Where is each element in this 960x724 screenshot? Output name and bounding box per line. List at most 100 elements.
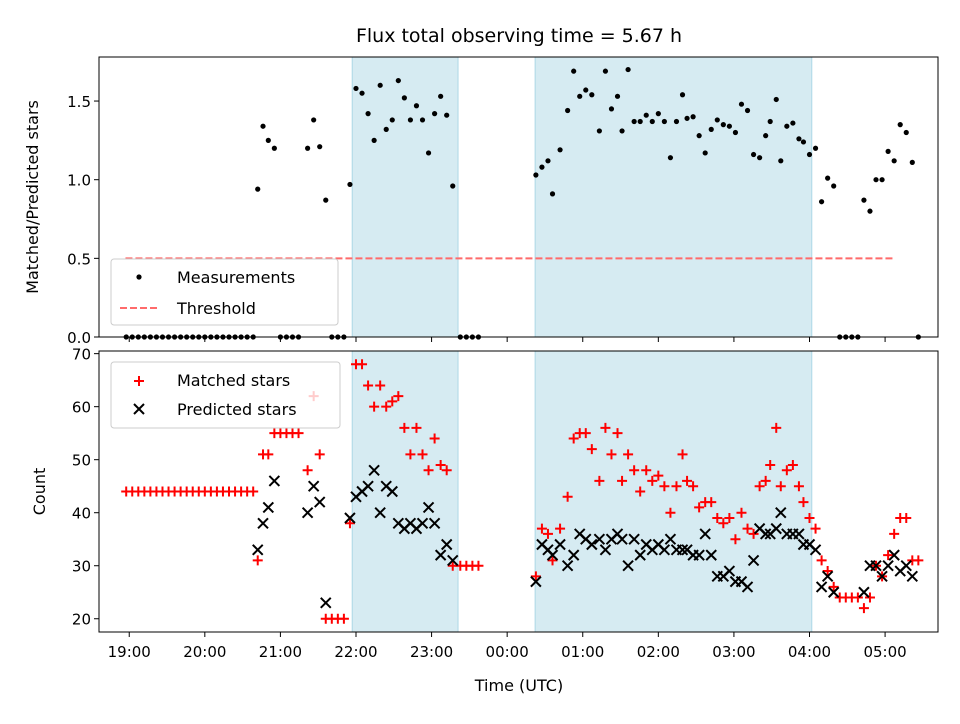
measurement-point xyxy=(432,111,438,117)
measurement-point xyxy=(812,145,819,151)
measurement-point xyxy=(818,199,825,205)
legend-box xyxy=(110,361,341,429)
matched-point xyxy=(712,513,723,524)
measurement-point xyxy=(305,145,311,151)
matched-point xyxy=(748,528,759,539)
predicted-point xyxy=(900,560,912,572)
measurement-point xyxy=(602,68,609,74)
measurement-point xyxy=(577,93,583,99)
measurement-point xyxy=(533,172,539,178)
predicted-point xyxy=(368,464,380,476)
matched-point xyxy=(706,497,717,508)
measurement-point xyxy=(649,118,655,125)
predicted-point xyxy=(815,581,828,593)
matched-point xyxy=(804,513,815,524)
measurement-point xyxy=(773,96,779,103)
matched-point xyxy=(864,592,875,603)
predicted-point xyxy=(622,560,634,572)
predicted-point xyxy=(362,480,374,492)
matched-point xyxy=(293,428,304,439)
measurement-point xyxy=(661,118,667,125)
matched-point xyxy=(248,486,259,497)
legend: Matched stars Predicted stars xyxy=(110,361,341,429)
matched-point xyxy=(659,481,670,492)
x-tick-label: 05:00 xyxy=(863,643,906,661)
matched-point xyxy=(473,560,484,571)
x-tick-label: 19:00 xyxy=(108,643,151,661)
measurement-point xyxy=(800,139,807,145)
x-axis-label: Time (UTC) xyxy=(474,676,563,695)
matched-point xyxy=(530,571,541,582)
x-tick-label: 04:00 xyxy=(788,643,831,661)
measurement-point xyxy=(614,93,621,99)
matched-point xyxy=(423,465,434,476)
shaded-region xyxy=(351,56,459,338)
predicted-point xyxy=(634,549,646,561)
matched-point xyxy=(612,428,623,439)
matched-point xyxy=(641,465,652,476)
matched-point xyxy=(736,507,747,518)
measurement-point xyxy=(655,111,661,117)
matched-point xyxy=(429,433,440,444)
x-tick-label: 20:00 xyxy=(183,643,226,661)
matched-point xyxy=(883,550,894,561)
predicted-point xyxy=(664,533,677,545)
matched-point xyxy=(901,513,912,524)
predicted-point xyxy=(793,528,805,540)
matched-point xyxy=(718,518,729,529)
predicted-point xyxy=(906,570,919,583)
matched-point xyxy=(562,491,573,502)
measurement-point xyxy=(311,117,317,123)
predicted-point xyxy=(809,544,822,556)
measurement-point xyxy=(383,126,389,132)
matched-point xyxy=(375,380,386,391)
matched-point xyxy=(671,481,682,492)
y-axis-label: Matched/Predicted stars xyxy=(23,100,42,294)
measurement-point xyxy=(413,103,420,109)
matched-point xyxy=(417,449,428,460)
matched-point xyxy=(635,486,646,497)
x-tick-label: 21:00 xyxy=(259,643,302,661)
predicted-point xyxy=(447,554,459,567)
predicted-point xyxy=(599,544,612,556)
predicted-point xyxy=(268,475,281,487)
matched-point xyxy=(411,422,422,433)
legend-measurement-marker xyxy=(136,274,142,280)
matched-point xyxy=(623,449,634,460)
measurement-point xyxy=(909,159,915,165)
predicted-point xyxy=(705,549,717,561)
measurement-point xyxy=(625,66,631,73)
predicted-point xyxy=(870,560,882,572)
matched-point xyxy=(252,555,263,566)
measurement-point xyxy=(720,122,726,128)
legend-matched-label: Matched stars xyxy=(177,371,290,390)
legend-measurements-label: Measurements xyxy=(177,268,295,287)
y-tick-label: 0.5 xyxy=(67,250,91,268)
measurement-point xyxy=(589,92,595,98)
measurement-point xyxy=(891,158,897,164)
matched-point xyxy=(542,528,553,539)
legend-predicted-label: Predicted stars xyxy=(177,400,297,419)
matched-point xyxy=(617,475,628,486)
x-tick-label: 02:00 xyxy=(637,643,680,661)
measurement-point xyxy=(438,93,444,99)
predicted-point xyxy=(876,570,888,583)
measurement-point xyxy=(271,145,277,151)
measurement-point xyxy=(763,133,769,139)
measurement-point xyxy=(643,112,649,118)
matched-point xyxy=(858,603,869,614)
matched-point xyxy=(754,481,765,492)
matched-point xyxy=(314,449,325,460)
shaded-region xyxy=(351,350,459,633)
matched-point xyxy=(793,481,804,492)
predicted-point xyxy=(593,533,606,545)
matched-point xyxy=(393,391,404,402)
predicted-point xyxy=(374,507,386,519)
y-tick-label: 40 xyxy=(72,505,91,523)
measurement-point xyxy=(631,118,637,125)
matched-point xyxy=(387,396,398,407)
measurement-point xyxy=(395,77,401,84)
measurement-point xyxy=(825,175,831,181)
x-tick-label: 22:00 xyxy=(334,643,377,661)
y-tick-label: 0.0 xyxy=(67,329,91,347)
